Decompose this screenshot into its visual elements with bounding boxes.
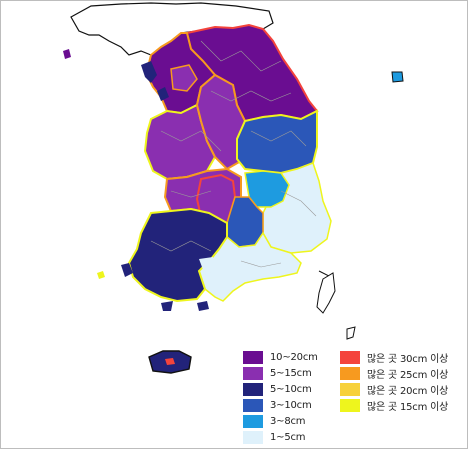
fill-swatch <box>243 430 263 444</box>
fill-legend-item: 3~8cm <box>243 413 318 429</box>
outline-legend-item: 많은 곳 30cm 이상 <box>340 349 448 365</box>
fill-legend-item: 5~15cm <box>243 365 318 381</box>
fill-legend-item: 1~5cm <box>243 429 318 445</box>
outline-label: 많은 곳 15cm 이상 <box>367 401 449 413</box>
fill-legend-item: 5~10cm <box>243 381 318 397</box>
snowfall-fill-legend: 10~20cm 5~15cm 5~10cm 3~10cm 3~8cm 1~5cm <box>243 349 318 445</box>
outline-swatch <box>340 398 360 412</box>
fill-label: 10~20cm <box>270 351 318 363</box>
outline-swatch <box>340 350 360 364</box>
fill-label: 5~15cm <box>270 367 312 379</box>
fill-label: 5~10cm <box>270 383 312 395</box>
outline-label: 많은 곳 20cm 이상 <box>367 385 449 397</box>
fill-legend-item: 3~10cm <box>243 397 318 413</box>
far-west-islet <box>97 271 105 279</box>
fill-swatch <box>243 414 263 428</box>
fill-label: 3~8cm <box>270 415 306 427</box>
outline-legend-item: 많은 곳 25cm 이상 <box>340 365 448 381</box>
fill-label: 3~10cm <box>270 399 312 411</box>
outline-label: 많은 곳 30cm 이상 <box>367 353 449 365</box>
fill-legend-item: 10~20cm <box>243 349 318 365</box>
ulleung-island <box>391 71 404 83</box>
region-west-coast-islands <box>141 61 169 101</box>
outline-swatch <box>340 382 360 396</box>
fill-swatch <box>243 366 263 380</box>
district-lines <box>150 40 317 268</box>
fill-swatch <box>243 398 263 412</box>
region-jeonnam-east-light <box>199 257 215 275</box>
fill-swatch <box>243 350 263 364</box>
region-seoul <box>170 64 198 92</box>
region-chungnam <box>143 103 217 181</box>
small-east-island <box>346 326 356 340</box>
tsushima-island <box>316 272 336 314</box>
fill-swatch <box>243 382 263 396</box>
jeju-hallasan <box>165 358 175 365</box>
outline-legend-item: 많은 곳 15cm 이상 <box>340 397 448 413</box>
outline-legend-item: 많은 곳 20cm 이상 <box>340 381 448 397</box>
northwest-islands <box>63 49 71 59</box>
outline-swatch <box>340 366 360 380</box>
outline-label: 많은 곳 25cm 이상 <box>367 369 449 381</box>
region-gyeongbuk-north <box>236 109 318 175</box>
region-south-coast-islands <box>121 263 209 311</box>
fill-label: 1~5cm <box>270 431 306 443</box>
